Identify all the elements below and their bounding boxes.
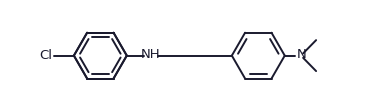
Text: Cl: Cl: [39, 49, 52, 62]
Text: N: N: [297, 48, 307, 61]
Text: NH: NH: [141, 48, 161, 61]
